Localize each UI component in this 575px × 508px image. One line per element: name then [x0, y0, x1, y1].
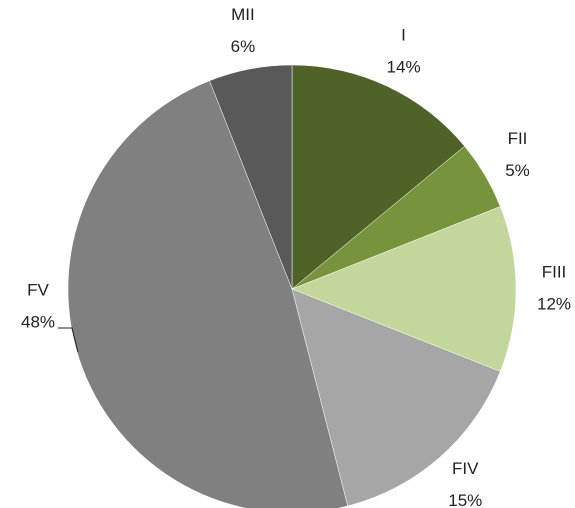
slice-label: I — [401, 25, 406, 44]
slice-value-label: 14% — [387, 57, 421, 76]
pie-slice — [291, 64, 465, 290]
slice-label: FV — [27, 280, 49, 299]
slice-value-label: 15% — [448, 491, 482, 508]
pie — [67, 64, 517, 508]
slice-label: MII — [231, 5, 255, 24]
slice-value-label: 6% — [231, 37, 256, 56]
slice-label: FII — [508, 129, 528, 148]
pie-slice — [291, 206, 517, 372]
slice-label: FIV — [452, 459, 479, 478]
slice-value-label: 5% — [505, 161, 530, 180]
slice-value-label: 48% — [21, 312, 55, 331]
labels: I 14% FII 5% FIII 12% FIV 15% FV 48% MII 6% — [21, 5, 571, 508]
slice-label: FIII — [542, 262, 567, 281]
leader-line — [58, 327, 79, 353]
pie-slice — [291, 288, 501, 507]
slice-value-label: 12% — [537, 294, 571, 313]
pie-slice — [67, 80, 349, 508]
pie-slice — [209, 64, 293, 290]
